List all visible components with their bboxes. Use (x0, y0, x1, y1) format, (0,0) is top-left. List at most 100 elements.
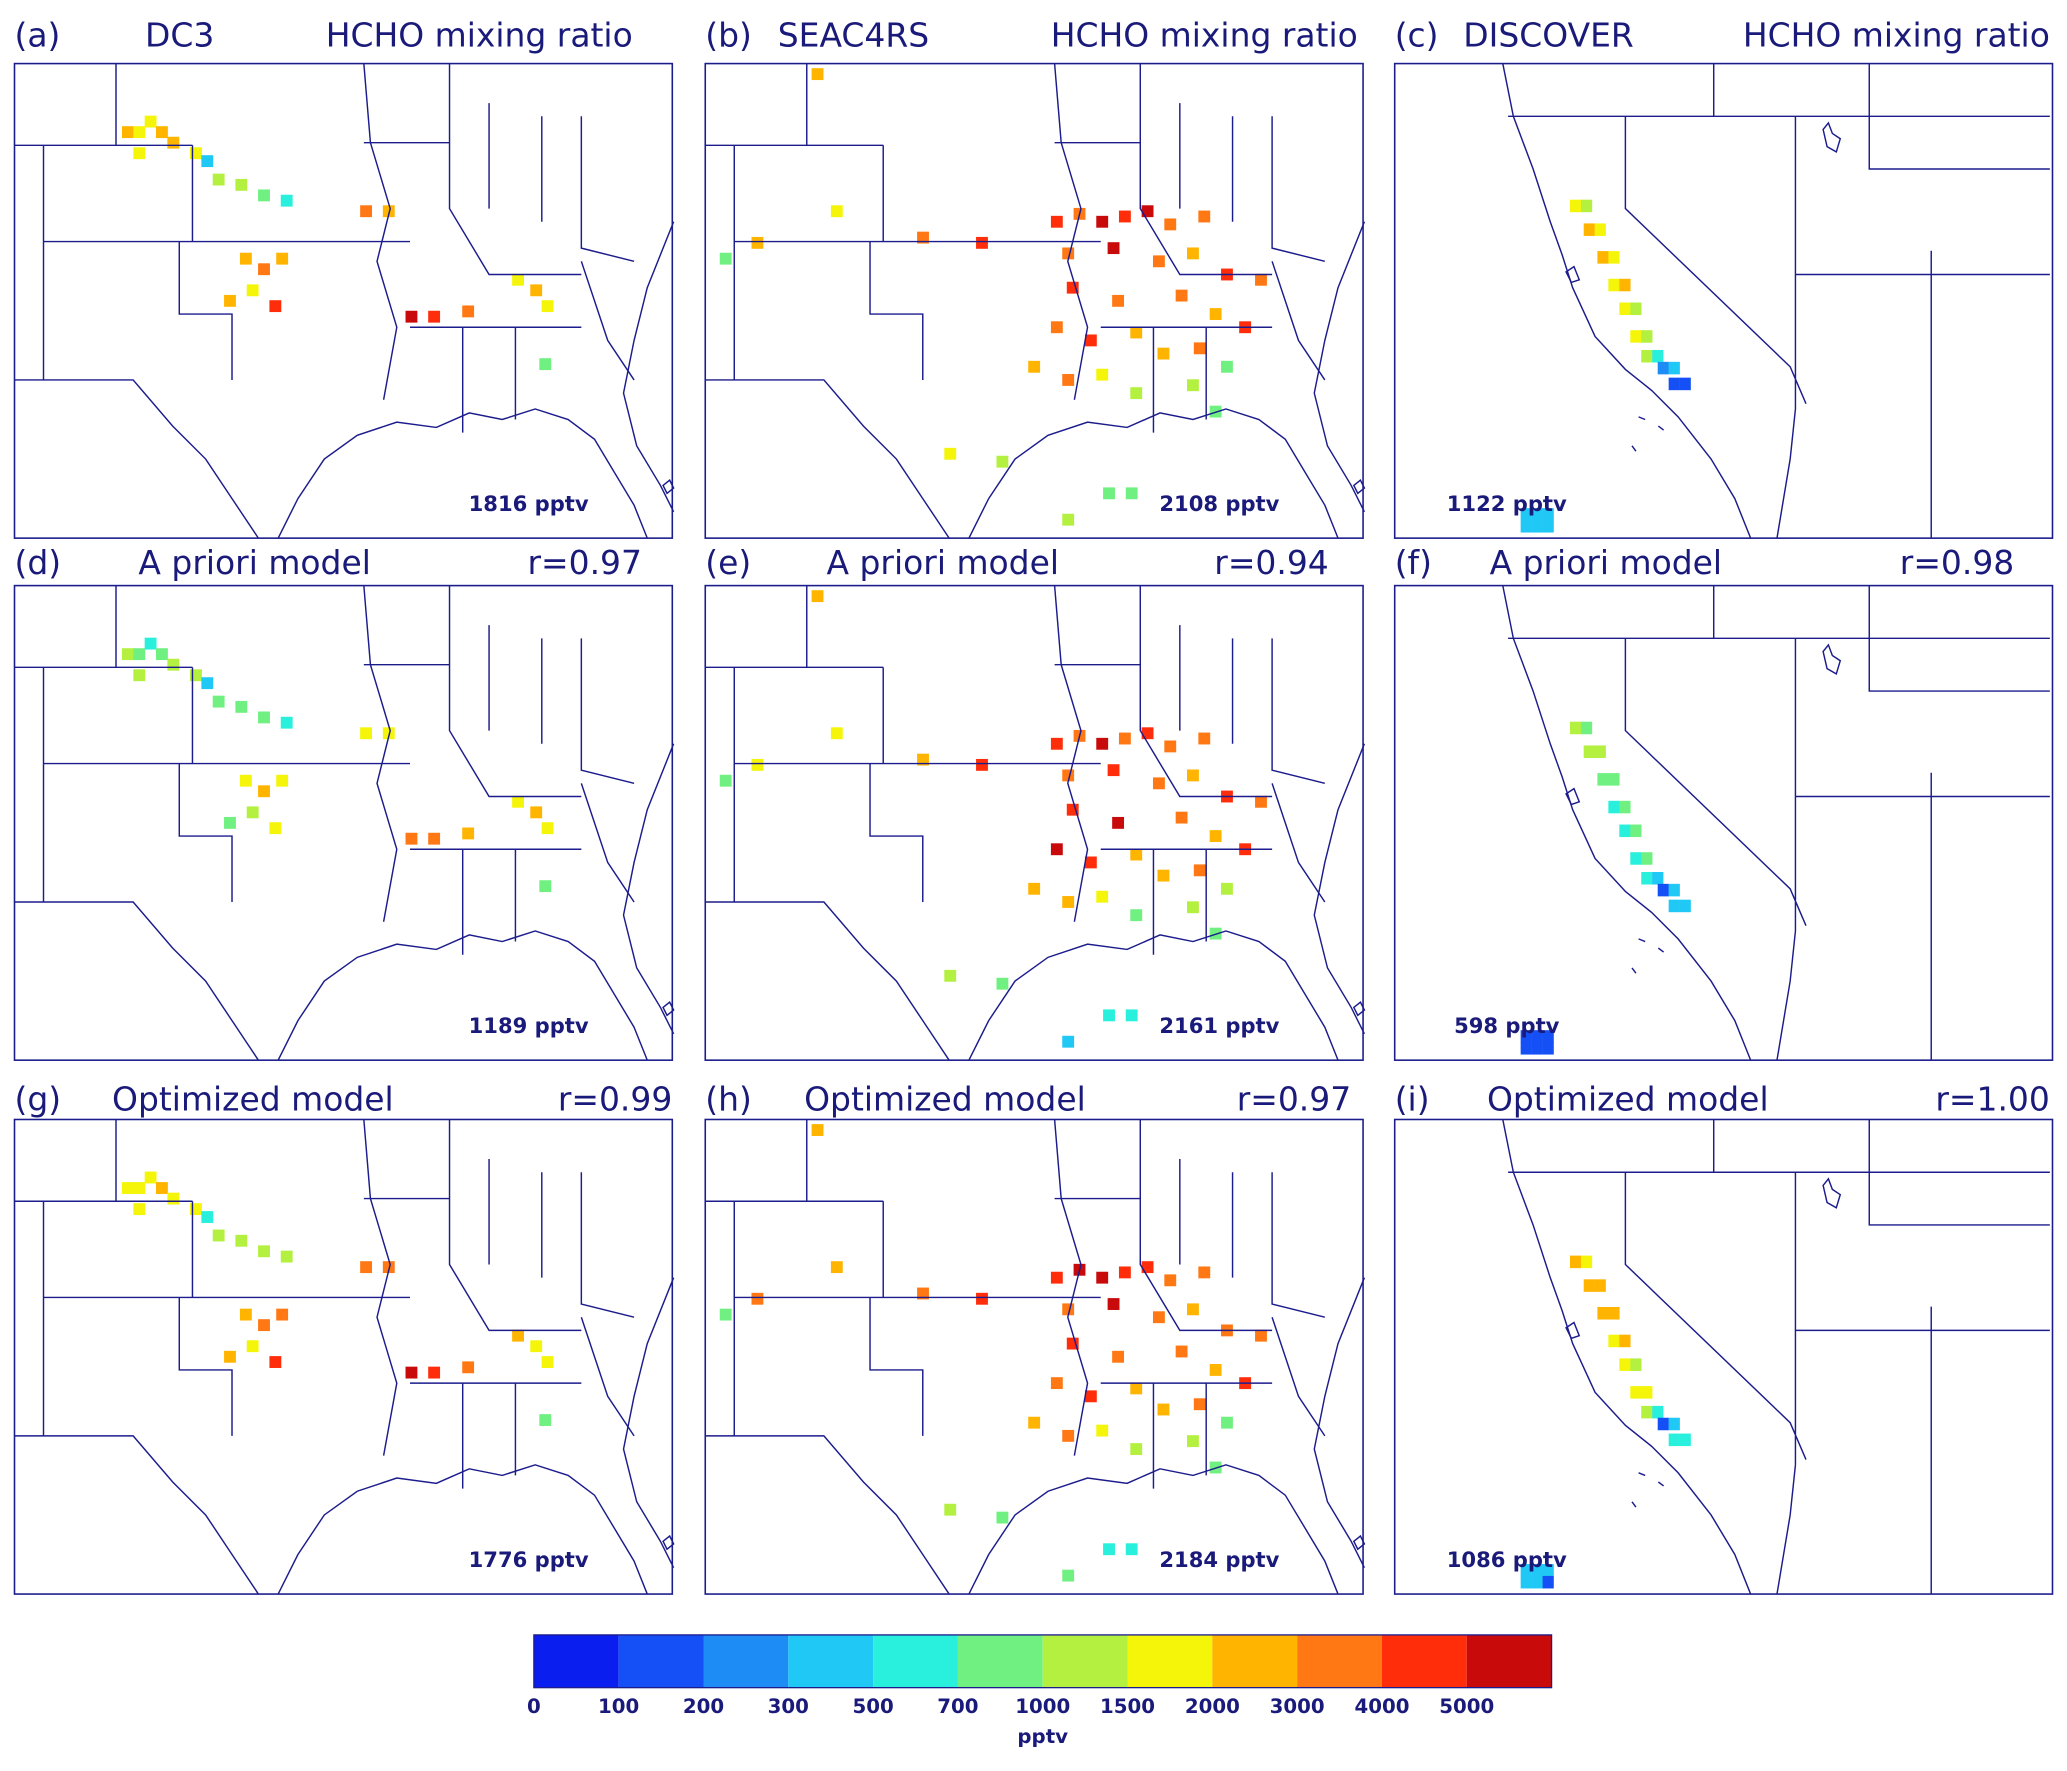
hcho-cell (1641, 852, 1653, 865)
hcho-cell (144, 115, 157, 128)
panel-frame (1393, 62, 2054, 539)
colorbar-tick-label: 4000 (1354, 1695, 1409, 1718)
mean-label: 1776 pptv (469, 1547, 589, 1572)
hcho-cell (144, 637, 157, 650)
hcho-cell (1187, 379, 1199, 392)
hcho-cell (121, 648, 134, 661)
colorbar-unit: pptv (1017, 1725, 1068, 1748)
hcho-cell (462, 827, 475, 840)
hcho-cell (1580, 199, 1593, 213)
hcho-cell (1619, 824, 1631, 838)
hcho-cell (944, 447, 957, 460)
hcho-cell (1164, 218, 1177, 231)
colorbar-box (1127, 1634, 1213, 1688)
panel-frame (704, 584, 1364, 1061)
panel-frame (704, 62, 1364, 539)
hcho-cell (428, 832, 441, 845)
hcho-cell (539, 880, 552, 893)
hcho-cell (1542, 1042, 1554, 1055)
hcho-cell (133, 1182, 146, 1194)
hcho-cell (1103, 1009, 1115, 1022)
hcho-cell (1668, 361, 1680, 375)
hcho-cell (258, 263, 270, 276)
hcho-cell (133, 669, 146, 682)
hcho-cell (1103, 1543, 1115, 1556)
hcho-cell (1050, 321, 1063, 334)
hcho-cell (1187, 1303, 1199, 1316)
hcho-cell (239, 1308, 252, 1321)
hcho-cell (541, 822, 554, 835)
hcho-cell (1187, 901, 1199, 914)
panel-title: SEAC4RS (778, 16, 929, 55)
colorbar-tick-label: 700 (937, 1695, 978, 1718)
hcho-cell (751, 758, 764, 771)
hcho-cell (1096, 1424, 1109, 1437)
colorbar-box (533, 1634, 619, 1688)
hcho-cell (1657, 361, 1669, 375)
colorbar-tick-label: 5000 (1439, 1695, 1494, 1718)
hcho-cell (1141, 1261, 1154, 1274)
hcho-cell (1187, 247, 1199, 260)
hcho-cell (1542, 508, 1554, 521)
colorbar-box (788, 1634, 874, 1688)
hcho-cell (1130, 1382, 1143, 1395)
colorbar-tick-label: 200 (683, 1695, 724, 1718)
hcho-cell (167, 136, 180, 149)
hcho-cell (1130, 848, 1143, 861)
hcho-cell (811, 590, 824, 603)
hcho-cell (1630, 824, 1642, 838)
map-panel: (d) A priori model r=0.97 1189 pptv (13, 543, 675, 1061)
hcho-cell (1630, 852, 1642, 865)
mean-label: 1189 pptv (469, 1013, 589, 1038)
hcho-cell (1668, 377, 1680, 391)
colorbar-tick-label: 1500 (1100, 1695, 1155, 1718)
colorbar-tick-label: 2000 (1185, 1695, 1240, 1718)
hcho-cell (156, 1182, 168, 1194)
hcho-cell (1141, 727, 1154, 740)
correlation: r=0.97 (1237, 1080, 1351, 1119)
panel-title: Optimized model (112, 1080, 394, 1119)
hcho-cell (976, 758, 988, 771)
hcho-cell (224, 1350, 236, 1363)
hcho-cell (1542, 1564, 1554, 1577)
hcho-cell (144, 1171, 157, 1184)
panel-frame (13, 1118, 674, 1595)
panel-label: (f) (1395, 543, 1432, 582)
hcho-cell (1028, 1416, 1041, 1429)
hcho-cell (1107, 242, 1120, 255)
map-panel: (i) Optimized model r=1.00 1086 pptv (1393, 1080, 2054, 1595)
hcho-cell (1630, 330, 1642, 343)
hcho-cell (1668, 1417, 1680, 1431)
hcho-cell (201, 677, 214, 690)
colorbar-box (957, 1634, 1043, 1688)
hcho-cell (1103, 487, 1115, 500)
colorbar-tick-label: 100 (598, 1695, 639, 1718)
correlation: r=1.00 (1935, 1080, 2049, 1119)
hcho-cell (462, 305, 475, 318)
colorbar-box (1381, 1634, 1467, 1688)
hcho-cell (1608, 1307, 1620, 1320)
hcho-cell (1141, 205, 1154, 218)
hcho-cell (1583, 745, 1595, 758)
hcho-cell (1209, 830, 1222, 842)
colorbar-tick-label: 0 (527, 1695, 541, 1718)
hcho-cell (1520, 1030, 1532, 1043)
hcho-cell (167, 658, 180, 671)
colorbar-frame (533, 1634, 1553, 1689)
mean-label: 2108 pptv (1159, 491, 1279, 516)
hcho-cell (1152, 255, 1165, 268)
hcho-cell (1520, 1564, 1532, 1577)
hcho-cell (1028, 360, 1041, 373)
hcho-cell (1657, 883, 1669, 897)
hcho-cell (1198, 210, 1211, 223)
correlation: r=0.94 (1214, 543, 1328, 582)
hcho-cell (201, 155, 214, 168)
panel-subtitle: HCHO mixing ratio (1743, 16, 2050, 55)
hcho-cell (1198, 1266, 1211, 1279)
colorbar-box (1042, 1634, 1128, 1688)
hcho-cell (382, 205, 395, 218)
hcho-cell (1062, 1303, 1075, 1316)
hcho-cell (1118, 210, 1131, 223)
hcho-cell (1583, 1279, 1595, 1292)
